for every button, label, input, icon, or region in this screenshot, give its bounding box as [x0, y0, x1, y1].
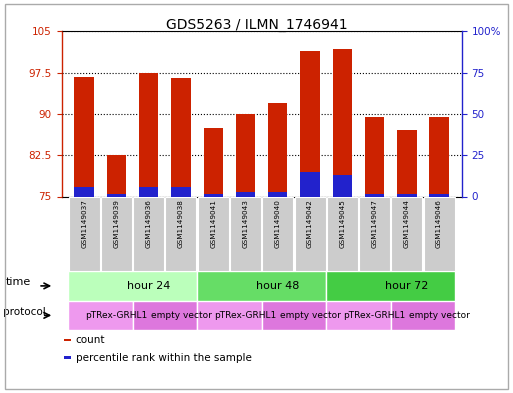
- Text: GSM1149046: GSM1149046: [436, 199, 442, 248]
- Bar: [69, 196, 100, 271]
- Text: GSM1149042: GSM1149042: [307, 199, 313, 248]
- Bar: [139, 187, 159, 196]
- Text: pTRex-GRHL1: pTRex-GRHL1: [85, 311, 148, 320]
- Text: count: count: [75, 335, 105, 345]
- Bar: [236, 114, 255, 196]
- Bar: [300, 172, 320, 196]
- Bar: [166, 196, 196, 271]
- Bar: [204, 128, 223, 196]
- Bar: [429, 117, 449, 196]
- Bar: [68, 271, 197, 301]
- Bar: [107, 194, 126, 196]
- Text: hour 48: hour 48: [256, 281, 300, 291]
- Bar: [262, 196, 293, 271]
- Bar: [397, 130, 417, 196]
- Text: pTRex-GRHL1: pTRex-GRHL1: [214, 311, 277, 320]
- Text: empty vector: empty vector: [280, 311, 341, 320]
- Bar: [365, 194, 384, 196]
- Text: GSM1149036: GSM1149036: [146, 199, 152, 248]
- Bar: [391, 196, 422, 271]
- Text: GSM1149041: GSM1149041: [210, 199, 216, 248]
- Text: GSM1149045: GSM1149045: [339, 199, 345, 248]
- Bar: [197, 271, 326, 301]
- Text: GSM1149043: GSM1149043: [243, 199, 248, 248]
- Bar: [236, 192, 255, 196]
- Bar: [171, 187, 191, 196]
- Bar: [139, 73, 159, 196]
- Text: GSM1149037: GSM1149037: [81, 199, 87, 248]
- Bar: [326, 271, 455, 301]
- Bar: [268, 191, 287, 196]
- Text: GSM1149040: GSM1149040: [275, 199, 281, 248]
- Text: GDS5263 / ILMN_1746941: GDS5263 / ILMN_1746941: [166, 18, 347, 32]
- Bar: [133, 196, 164, 271]
- Bar: [64, 339, 71, 341]
- Bar: [230, 196, 261, 271]
- Text: GSM1149038: GSM1149038: [178, 199, 184, 248]
- Bar: [171, 78, 191, 196]
- Bar: [391, 301, 455, 330]
- Bar: [326, 301, 391, 330]
- Bar: [197, 301, 262, 330]
- Text: empty vector: empty vector: [409, 311, 469, 320]
- Bar: [332, 49, 352, 196]
- Text: hour 72: hour 72: [385, 281, 428, 291]
- Bar: [327, 196, 358, 271]
- Bar: [294, 196, 326, 271]
- Bar: [74, 187, 94, 196]
- Bar: [332, 175, 352, 196]
- Bar: [198, 196, 229, 271]
- Text: GSM1149044: GSM1149044: [404, 199, 410, 248]
- Text: protocol: protocol: [3, 307, 46, 317]
- Text: hour 24: hour 24: [127, 281, 170, 291]
- Text: percentile rank within the sample: percentile rank within the sample: [75, 353, 251, 363]
- Bar: [365, 117, 384, 196]
- Text: GSM1149039: GSM1149039: [113, 199, 120, 248]
- Bar: [359, 196, 390, 271]
- Text: pTRex-GRHL1: pTRex-GRHL1: [343, 311, 406, 320]
- Bar: [429, 194, 449, 196]
- Bar: [300, 51, 320, 196]
- Bar: [397, 194, 417, 196]
- Bar: [68, 301, 132, 330]
- Bar: [268, 103, 287, 196]
- Bar: [204, 194, 223, 196]
- Bar: [132, 301, 197, 330]
- Bar: [74, 77, 94, 196]
- Bar: [64, 356, 71, 359]
- Text: GSM1149047: GSM1149047: [371, 199, 378, 248]
- Bar: [424, 196, 455, 271]
- Text: empty vector: empty vector: [150, 311, 211, 320]
- Bar: [101, 196, 132, 271]
- Text: time: time: [6, 277, 31, 287]
- Bar: [262, 301, 326, 330]
- Bar: [107, 155, 126, 196]
